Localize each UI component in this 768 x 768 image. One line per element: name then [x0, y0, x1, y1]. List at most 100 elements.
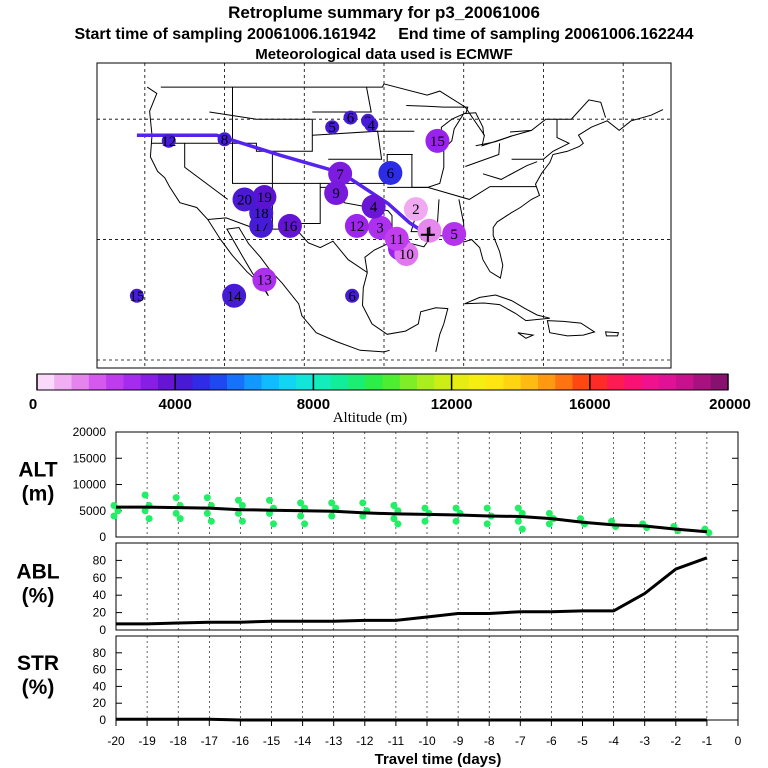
plume-marker-label: 11 [390, 232, 404, 248]
plume-marker-disc [277, 213, 302, 238]
alt-scatter-point [394, 520, 402, 528]
xtick-label: -16 [232, 734, 250, 748]
alt-scatter-point [297, 499, 305, 507]
alt-scatter-point [514, 517, 522, 525]
alt-scatter-point [270, 520, 277, 528]
alt-scatter-point [421, 504, 429, 512]
alt-scatter-point [452, 517, 460, 525]
panel-ylabel-name: STR [17, 652, 59, 675]
state-lines-northwest [151, 111, 313, 152]
us-canada-border [160, 83, 607, 147]
colorbar-cell [693, 374, 712, 390]
xtick-label: -18 [170, 734, 188, 748]
dakota-lines [312, 87, 372, 113]
alt-scatter-point [452, 504, 460, 512]
colorbar-cell [244, 374, 262, 390]
colorbar-cell [209, 374, 228, 390]
panel-ytick-label: 10000 [73, 478, 107, 492]
plume-marker-label: 15 [430, 134, 445, 150]
colorbar-tick-label: 12000 [431, 396, 473, 413]
map-gridlines [97, 63, 671, 368]
colorbar-cell [607, 374, 625, 390]
alt-scatter-point [545, 520, 553, 528]
xtick-label: -2 [670, 734, 681, 748]
colorbar-cell [537, 374, 556, 390]
california-nevada-line [184, 143, 228, 200]
plume-marker: 5 [442, 221, 467, 246]
plume-marker-disc [324, 181, 349, 206]
colorbar-cell [624, 374, 643, 390]
northeast-state-lines [511, 119, 571, 160]
plume-marker-label: 1 [426, 224, 434, 240]
plume-marker: 4 [361, 194, 386, 219]
alt-scatter-point [203, 509, 211, 517]
colorbar-cell [382, 374, 401, 390]
alt-scatter-point [608, 517, 616, 525]
puerto-rico-outline [604, 331, 620, 337]
alt-scatter-point [207, 517, 215, 525]
colorbar-cell [313, 374, 332, 390]
map-day-text: 15 [129, 289, 144, 305]
xtick-label: -12 [356, 734, 374, 748]
jamaica-outline [517, 332, 535, 339]
plume-marker-label: 20 [237, 192, 252, 208]
alt-scatter-point [483, 504, 491, 512]
colorbar-cell [451, 374, 470, 390]
plume-marker: 10 [394, 242, 419, 267]
hispaniola-outline [546, 320, 596, 337]
panel-series-line [116, 505, 708, 534]
alt-scatter-point [705, 529, 713, 537]
us-mexico-border [207, 217, 368, 273]
colorbar-cells [37, 374, 729, 390]
panel-ylabel-unit: (m) [22, 483, 55, 506]
colorbar-tick-label: 0 [29, 396, 37, 413]
met-data-label: Meteorological data used is ECMWF [255, 46, 513, 63]
plume-marker-label: 5 [450, 227, 458, 243]
colorbar-cell [88, 374, 107, 390]
alt-scatter-point [390, 502, 398, 509]
plume-marker-disc [222, 283, 247, 308]
alt-scatter-point [390, 515, 398, 523]
panel-ytick-label: 20 [93, 696, 107, 710]
plume-marker: 12 [344, 213, 369, 238]
colorbar-cell [140, 374, 159, 390]
plume-marker: 13 [252, 267, 277, 292]
plume-marker: 20 [232, 187, 257, 212]
colorbar-cell [676, 374, 694, 390]
alt-scatter-point [514, 504, 522, 512]
colorbar-cell [347, 374, 366, 390]
gulf-mexico-coastline [361, 272, 449, 353]
colorbar-cell [37, 374, 55, 390]
lake-erie-shore [475, 135, 512, 147]
colorbar-cell [589, 374, 608, 390]
altitude-colorbar: 0 4000 8000 12000 16000 20000 Altitude (m) [29, 373, 751, 426]
map-day-text: 12 [161, 134, 176, 150]
sampling-times: Start time of sampling 20061006.161942 E… [0, 26, 768, 44]
plume-marker-disc [403, 197, 428, 222]
colorbar-cell [261, 374, 280, 390]
panel-ylabel-name: ALT [18, 459, 57, 482]
plume-marker: 19 [252, 185, 277, 210]
lake-ontario-shore [509, 129, 532, 133]
colorbar-cell [555, 374, 573, 390]
panel-ytick-label: 0 [99, 623, 106, 637]
panel-ylabel-name: ABL [16, 561, 59, 584]
xtick-label: -8 [484, 734, 495, 748]
alt-scatter-point [141, 507, 149, 515]
alt-scatter-point [234, 509, 242, 517]
plume-marker-disc [384, 226, 409, 251]
colorbar-cell [123, 374, 142, 390]
plume-marker-label: 12 [349, 219, 364, 235]
map-day-text: 6 [347, 111, 355, 127]
panel-ytick-label: 20000 [73, 425, 107, 439]
plume-marker-disc [232, 187, 257, 212]
alt-scatter-point [110, 502, 118, 509]
plume-marker-label: 4 [370, 200, 378, 216]
colorbar-cell [278, 374, 297, 390]
nebraska-lines [312, 130, 383, 160]
alt-scatter-point [301, 520, 309, 528]
panel-ytick-label: 40 [93, 588, 107, 602]
colorbar-cell [296, 374, 314, 390]
panel-ytick-label: 5000 [79, 504, 106, 518]
timeseries-panels: 20000150001000050000ALT(m)806040200ABL(%… [16, 425, 741, 768]
